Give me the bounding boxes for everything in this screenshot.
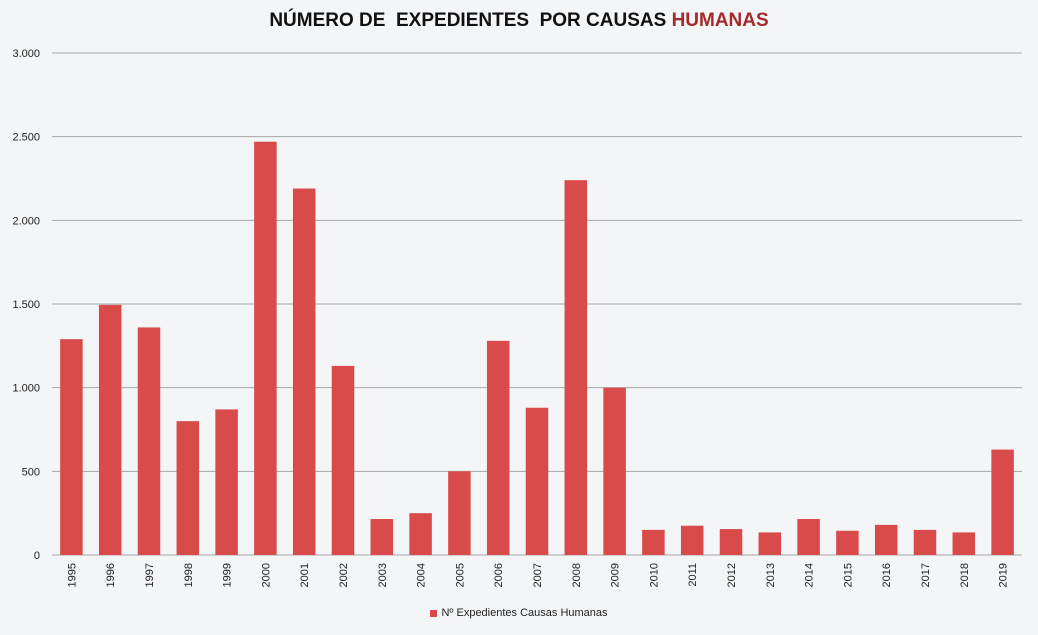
- bar-1998: [176, 421, 200, 555]
- x-tick-label: 2013: [765, 563, 777, 587]
- x-tick-label: 2004: [416, 563, 428, 587]
- bar-2009: [603, 387, 626, 555]
- x-tick-label: 1995: [66, 563, 78, 587]
- bar-2004: [409, 513, 432, 555]
- y-tick-label: 1.500: [12, 299, 40, 311]
- bar-2011: [680, 525, 704, 555]
- bar-2002: [331, 365, 355, 555]
- gridlines: [52, 52, 1022, 556]
- y-tick-label: 3.000: [12, 48, 40, 60]
- chart-title: NÚMERO DE EXPEDIENTES POR CAUSAS HUMANAS: [0, 10, 1038, 32]
- x-tick-label: 2015: [842, 563, 854, 587]
- bar-2001: [292, 188, 316, 556]
- x-tick-label: 2010: [648, 563, 660, 587]
- bar-2018: [952, 532, 976, 555]
- bar-2010: [642, 529, 665, 555]
- bar-2016: [874, 524, 898, 555]
- bar-2013: [758, 532, 782, 555]
- bar-1996: [98, 304, 122, 555]
- x-tick-label: 2008: [571, 563, 583, 587]
- x-tick-label: 2017: [920, 563, 932, 587]
- x-tick-label: 2016: [881, 563, 893, 587]
- x-tick-label: 2011: [687, 563, 699, 587]
- y-tick-label: 2.000: [12, 215, 40, 227]
- x-tick-label: 2002: [338, 563, 350, 587]
- x-tick-label: 1998: [183, 563, 195, 587]
- x-tick-label: 2000: [260, 563, 272, 587]
- bar-2006: [486, 340, 510, 555]
- chart-title-main: NÚMERO DE EXPEDIENTES POR CAUSAS: [269, 10, 672, 31]
- legend: Nº Expedientes Causas Humanas: [0, 607, 1038, 619]
- bar-2017: [913, 529, 937, 555]
- bar-2000: [254, 141, 277, 556]
- x-tick-label: 2006: [493, 563, 505, 587]
- x-tick-label: 2003: [377, 563, 389, 587]
- chart-title-accent: HUMANAS: [671, 10, 769, 31]
- bar-2003: [370, 519, 394, 555]
- bar-1997: [137, 327, 161, 555]
- x-tick-label: 1997: [144, 563, 156, 587]
- bar-1999: [215, 409, 238, 555]
- bar-2007: [525, 407, 549, 555]
- x-tick-label: 2009: [610, 563, 622, 587]
- x-tick-label: 1996: [105, 563, 117, 587]
- x-tick-label: 2012: [726, 563, 738, 587]
- bars: [60, 141, 1014, 556]
- x-tick-label: 1999: [222, 563, 234, 587]
- x-tick-label: 2001: [299, 563, 311, 587]
- y-tick-label: 1.000: [12, 383, 40, 395]
- y-tick-label: 500: [22, 466, 40, 478]
- bar-1995: [60, 339, 83, 555]
- x-tick-label: 2018: [959, 563, 971, 587]
- bar-2012: [719, 529, 743, 555]
- bar-2008: [564, 180, 588, 555]
- bar-2015: [836, 530, 859, 555]
- y-tick-label: 2.500: [12, 132, 40, 144]
- bar-2019: [991, 449, 1014, 555]
- x-tick-label: 2005: [454, 563, 466, 587]
- legend-label: Nº Expedientes Causas Humanas: [441, 607, 608, 620]
- y-tick-label: 0: [34, 550, 40, 562]
- x-tick-label: 2014: [804, 563, 816, 587]
- y-axis-ticks: 0 500 1.000 1.500 2.000 2.500 3.000: [12, 48, 40, 562]
- x-tick-label: 2019: [998, 563, 1010, 587]
- bar-2005: [448, 471, 471, 555]
- bar-2014: [797, 519, 820, 555]
- x-tick-label: 2007: [532, 563, 544, 587]
- legend-swatch: [430, 609, 438, 617]
- x-axis-ticks: 1995 1996 1997 1998 1999 2000 2001 2002 2003 2004…: [66, 563, 1009, 587]
